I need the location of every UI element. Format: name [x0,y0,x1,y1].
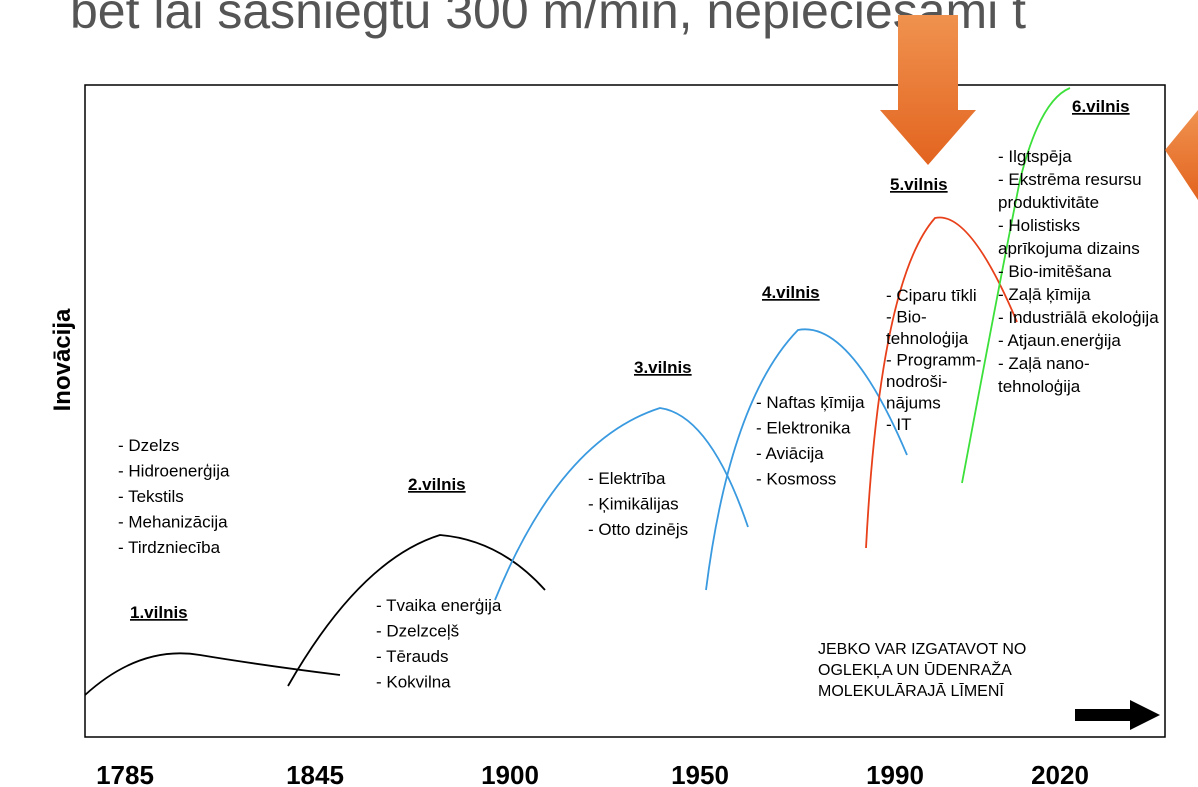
wave-item: nodroši- [886,372,947,391]
wave-item: - Elektrība [588,469,666,488]
wave-item: tehnoloģija [886,329,969,348]
side-arrow [1165,110,1198,200]
curve [865,216,1018,549]
x-label: 1990 [866,760,924,787]
wave-label: 1.vilnis [130,603,188,622]
right-arrow [1075,700,1160,730]
wave-item: - Ekstrēma resursu [998,170,1142,189]
wave-item: - Atjaun.enerģija [998,331,1121,350]
frame [84,84,1166,738]
wave-item: nājums [886,394,941,413]
wave-item: - Programm- [886,351,981,370]
wave-item: - Bio- [886,308,927,327]
wave-item: - Tērauds [376,647,448,666]
wave-item: tehnoloģija [998,377,1081,396]
wave-item: - IT [886,415,912,434]
wave-item: - Aviācija [756,444,824,463]
curve [705,328,908,591]
wave-item: - Otto dzinējs [588,520,688,539]
wave-label: 3.vilnis [634,358,692,377]
x-label: 1845 [286,760,344,787]
slide-title: bet lai sasniegtu 300 m/min, nepieciešam… [70,0,1026,39]
note-line: OGLEKĻA UN ŪDENRAŽA [818,660,1012,679]
x-label: 1900 [481,760,539,787]
wave-label: 2.vilnis [408,475,466,494]
wave-item: - Holistisks [998,216,1080,235]
wave-item: - Kosmoss [756,470,836,489]
wave-item: - Elektronika [756,419,851,438]
wave-item: - Zaļā ķīmija [998,285,1091,304]
wave-item: - Tekstils [118,487,184,506]
note-line: JEBKO VAR IZGATAVOT NO [818,641,1026,658]
curve [84,652,341,696]
wave-item: - Dzelzs [118,436,179,455]
wave-item: - Industriālā ekoloģija [998,308,1159,327]
wave-item: - Hidroenerģija [118,462,230,481]
wave-item: - Dzelzceļš [376,622,459,641]
wave-label: 5.vilnis [890,175,948,194]
wave-item: aprīkojuma dizains [998,239,1140,258]
x-label: 1950 [671,760,729,787]
wave-item: - Kokvilna [376,673,451,692]
labels: 1785 1845 1900 1950 1990 2020 1.vilnis - Dzelzs… [96,97,1159,787]
wave-item: - Ķimikālijas [588,495,679,514]
wave-item: - Ciparu tīkli [886,286,977,305]
wave-item: - Zaļā nano- [998,354,1090,373]
wave-item: produktivitāte [998,193,1099,212]
x-label: 1785 [96,760,154,787]
wave-item: - Mehanizācija [118,513,228,532]
curve [494,407,749,601]
wave-item: - Tirdzniecība [118,538,221,557]
wave-label: 4.vilnis [762,283,820,302]
curve [961,87,1071,484]
wave-item: - Ilgtspēja [998,147,1072,166]
wave-item: - Bio-imitēšana [998,262,1112,281]
wave-label: 6.vilnis [1072,97,1130,116]
wave-item: - Naftas ķīmija [756,393,865,412]
note-line: MOLEKULĀRAJĀ LĪMENĪ [818,682,1004,700]
wave-curves [84,87,1071,696]
x-label: 2020 [1031,760,1089,787]
wave-item: - Tvaika enerģija [376,596,502,615]
y-axis-label: Inovācija [49,308,76,411]
down-arrow [880,15,976,165]
